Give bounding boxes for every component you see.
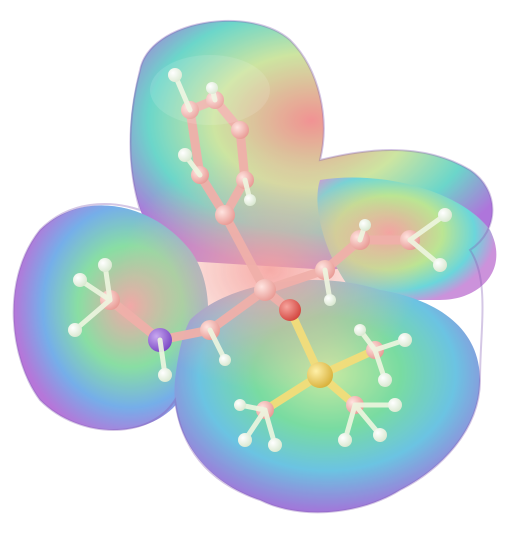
carbon-atom	[215, 205, 235, 225]
surface-outline	[12, 20, 494, 514]
carbon-atom	[231, 121, 249, 139]
surface-highlight	[150, 55, 270, 125]
silicon-atom	[307, 362, 333, 388]
hydrogen-atoms	[68, 68, 452, 452]
oxygen-atom	[279, 299, 301, 321]
carbon-atom	[254, 279, 276, 301]
